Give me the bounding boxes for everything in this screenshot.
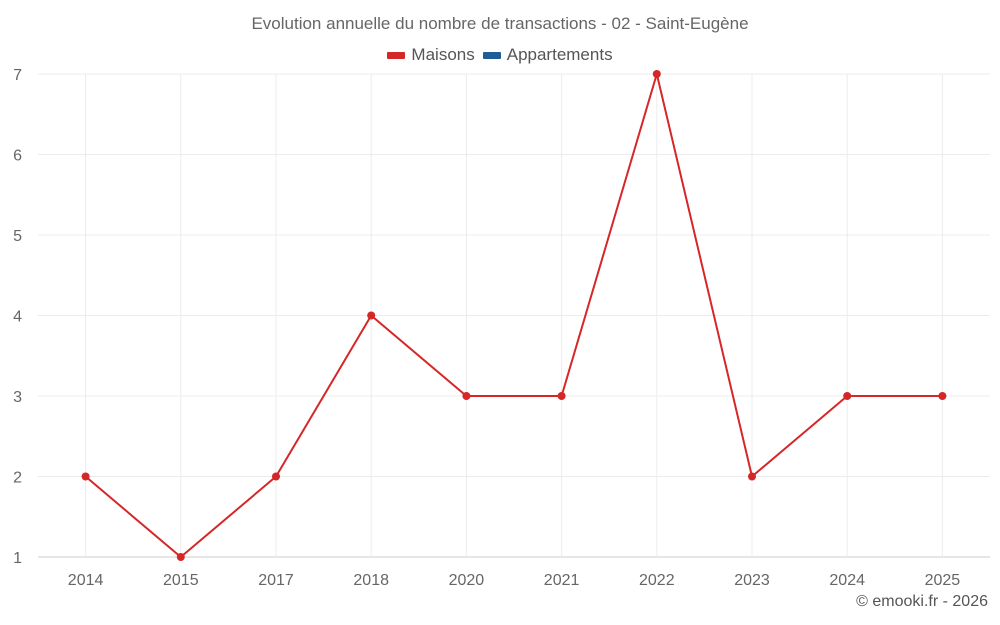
x-tick-label: 2017 xyxy=(258,572,294,589)
data-point xyxy=(367,311,376,320)
x-tick-label: 2015 xyxy=(163,572,199,589)
data-point xyxy=(843,392,852,400)
credit-text: © emooki.fr - 2026 xyxy=(856,593,988,610)
legend-label-appartements: Appartements xyxy=(506,45,613,64)
legend-item-appartements[interactable]: Appartements xyxy=(482,45,613,65)
x-tick-label: 2023 xyxy=(734,572,770,589)
y-tick-label: 2 xyxy=(13,470,22,487)
legend-swatch-appartements xyxy=(482,51,501,59)
x-tick-label: 2022 xyxy=(639,572,675,589)
x-tick-label: 2020 xyxy=(449,572,485,589)
x-tick-label: 2024 xyxy=(829,572,865,589)
data-point xyxy=(748,472,756,481)
series-line-maisons xyxy=(84,73,943,558)
y-tick-label: 1 xyxy=(13,550,22,567)
chart-title: Evolution annuelle du nombre de transact… xyxy=(251,14,749,33)
data-point xyxy=(81,472,90,481)
x-tick-label: 2018 xyxy=(353,572,389,589)
legend: Maisons Appartements xyxy=(0,45,1000,65)
legend-item-maisons[interactable]: Maisons xyxy=(387,45,475,65)
y-tick-label: 3 xyxy=(13,389,22,406)
legend-label-maisons: Maisons xyxy=(411,45,475,64)
data-point xyxy=(557,392,566,400)
data-point xyxy=(272,472,280,481)
y-tick-label: 6 xyxy=(13,148,22,165)
data-point xyxy=(462,392,471,400)
x-tick-label: 2025 xyxy=(925,572,961,589)
data-point xyxy=(938,392,947,400)
x-tick-label: 2021 xyxy=(544,572,580,589)
x-tick-label: 2014 xyxy=(68,572,104,589)
y-tick-label: 4 xyxy=(13,309,22,326)
data-point xyxy=(652,70,661,78)
y-tick-label: 5 xyxy=(13,228,22,245)
y-tick-label: 7 xyxy=(13,67,22,84)
data-point xyxy=(176,553,185,561)
legend-swatch-maisons xyxy=(387,51,406,59)
